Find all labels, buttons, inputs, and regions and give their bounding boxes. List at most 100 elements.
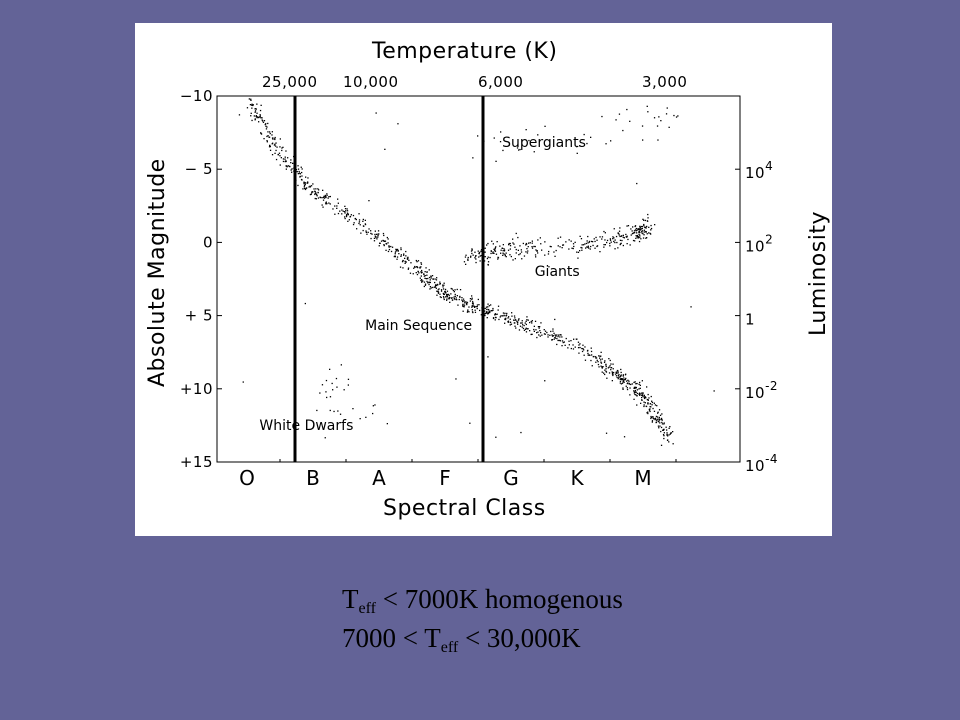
star-point: [504, 322, 506, 324]
star-point: [562, 244, 565, 246]
star-point: [263, 138, 265, 140]
star-point: [636, 395, 638, 397]
star-point: [469, 422, 471, 424]
star-point: [290, 162, 292, 164]
star-point: [552, 330, 554, 332]
star-point: [445, 292, 447, 294]
star-point: [470, 255, 472, 257]
star-point: [615, 119, 617, 121]
star-point: [487, 312, 489, 314]
star-point: [610, 241, 612, 243]
star-point: [311, 192, 313, 194]
star-point: [515, 248, 517, 251]
star-point: [346, 208, 348, 210]
x-axis-label: Spectral Class: [383, 496, 546, 521]
star-point: [420, 271, 422, 273]
star-point: [515, 232, 517, 235]
star-point: [504, 312, 506, 314]
star-point: [523, 324, 525, 327]
star-point: [262, 120, 264, 122]
star-point: [399, 266, 402, 268]
star-point: [271, 137, 274, 139]
star-point: [639, 236, 641, 238]
star-point: [303, 184, 306, 187]
star-point: [658, 419, 660, 421]
star-point: [277, 154, 279, 156]
star-point: [325, 196, 327, 199]
star-point: [507, 320, 510, 322]
star-point: [279, 138, 281, 140]
star-point: [391, 246, 394, 248]
star-point: [576, 251, 578, 253]
star-point: [634, 381, 636, 383]
star-point: [430, 287, 432, 289]
star-point: [513, 319, 515, 321]
star-point: [425, 278, 427, 280]
star-point: [638, 237, 640, 239]
star-point: [595, 236, 597, 239]
star-point: [561, 345, 563, 347]
star-point: [461, 297, 463, 299]
star-point: [574, 346, 576, 348]
star-point: [517, 249, 519, 251]
caption-line-1: Teff < 7000K homogenous: [342, 586, 623, 617]
star-point: [248, 98, 250, 100]
star-point: [365, 231, 367, 233]
star-point: [516, 320, 518, 322]
star-point: [605, 370, 607, 372]
star-point: [486, 244, 488, 246]
star-point: [603, 230, 605, 233]
star-point: [317, 188, 319, 190]
star-point: [275, 158, 278, 161]
star-point: [435, 284, 437, 286]
star-point: [365, 416, 367, 418]
star-point: [474, 257, 476, 259]
star-point: [581, 350, 584, 353]
star-point: [647, 217, 649, 219]
star-point: [438, 288, 440, 290]
star-point: [667, 439, 669, 441]
star-point: [376, 233, 378, 235]
star-point: [275, 149, 277, 152]
star-point: [442, 286, 444, 288]
star-point: [626, 380, 628, 382]
star-point: [323, 195, 325, 197]
star-point: [434, 285, 437, 287]
star-point: [658, 427, 660, 429]
star-point: [342, 210, 344, 212]
star-point: [362, 218, 364, 221]
star-point: [642, 392, 644, 394]
star-point: [630, 383, 632, 386]
star-point: [261, 117, 263, 119]
star-point: [634, 225, 637, 227]
star-point: [625, 236, 627, 238]
star-point: [537, 331, 539, 333]
star-point: [336, 386, 338, 388]
right-tick-label: 1: [745, 311, 755, 329]
star-point: [557, 245, 559, 247]
star-point: [267, 135, 269, 137]
star-point: [419, 267, 421, 269]
star-point: [479, 255, 481, 257]
star-point: [266, 140, 268, 142]
star-point: [400, 247, 402, 249]
star-point: [403, 254, 405, 256]
star-point: [467, 256, 469, 259]
star-point: [475, 306, 477, 308]
star-point: [526, 319, 528, 321]
star-point: [544, 380, 546, 382]
star-point: [672, 443, 674, 445]
star-point: [549, 334, 551, 336]
star-point: [650, 406, 652, 408]
star-point: [471, 306, 473, 308]
star-point: [436, 283, 439, 286]
star-point: [599, 251, 601, 253]
star-point: [420, 275, 422, 277]
star-point: [300, 166, 302, 168]
star-point: [358, 221, 361, 223]
star-point: [669, 426, 671, 428]
star-point: [471, 302, 474, 304]
star-point: [657, 412, 659, 414]
star-point: [329, 368, 331, 370]
star-point: [380, 240, 383, 242]
